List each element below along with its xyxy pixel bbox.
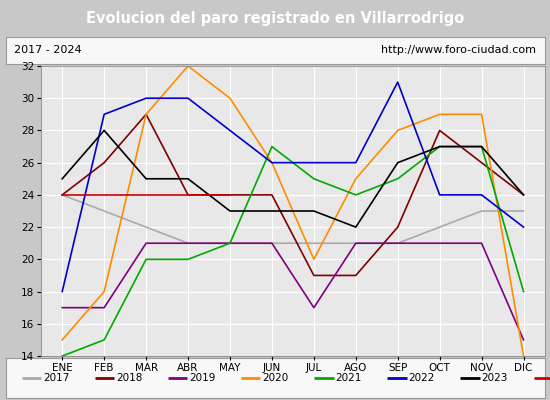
Text: 2020: 2020 xyxy=(262,373,288,383)
Text: 2017: 2017 xyxy=(43,373,69,383)
Text: 2023: 2023 xyxy=(481,373,508,383)
Text: 2022: 2022 xyxy=(408,373,435,383)
Text: 2017 - 2024: 2017 - 2024 xyxy=(14,45,81,55)
Text: 2019: 2019 xyxy=(189,373,216,383)
Text: http://www.foro-ciudad.com: http://www.foro-ciudad.com xyxy=(381,45,536,55)
Text: 2018: 2018 xyxy=(116,373,142,383)
Text: 2021: 2021 xyxy=(335,373,361,383)
Text: Evolucion del paro registrado en Villarrodrigo: Evolucion del paro registrado en Villarr… xyxy=(86,10,464,26)
